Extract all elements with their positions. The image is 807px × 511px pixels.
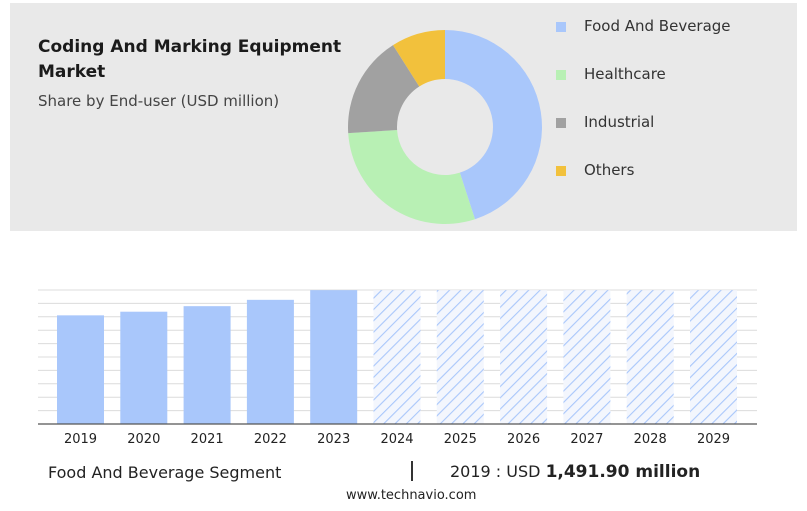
legend-label: Others: [584, 161, 635, 179]
x-tick-label: 2026: [507, 432, 540, 447]
donut-chart: [348, 30, 542, 224]
legend-swatch: [556, 70, 566, 80]
legend-swatch: [556, 118, 566, 128]
footer-value: 2019 : USD 1,491.90 million: [450, 462, 700, 482]
x-tick-label: 2028: [634, 432, 667, 447]
x-tick-label: 2022: [254, 432, 287, 447]
footer-amount: 1,491.90 million: [545, 462, 701, 482]
legend-item: Food And Beverage: [556, 17, 776, 37]
x-tick-label: 2024: [380, 432, 413, 447]
chart-title: Coding And Marking Equipment Market: [38, 37, 342, 82]
legend-label: Food And Beverage: [584, 17, 731, 35]
bar-2023: [310, 290, 358, 424]
donut-slice-food-and-beverage: [445, 30, 542, 220]
legend-label: Healthcare: [584, 65, 666, 83]
x-tick-label: 2021: [191, 432, 224, 447]
legend-item: Others: [556, 161, 776, 181]
x-tick-label: 2023: [317, 432, 350, 447]
bar-2024: [373, 290, 421, 424]
donut-slice-healthcare: [348, 130, 475, 224]
bar-2027: [563, 290, 611, 424]
x-tick-label: 2027: [570, 432, 603, 447]
footer-year-text: 2019 : USD: [450, 462, 546, 481]
bar-2021: [183, 306, 231, 424]
bar-2020: [120, 311, 168, 424]
legend-swatch: [556, 22, 566, 32]
donut-slice-others: [393, 30, 445, 87]
x-tick-label: 2025: [444, 432, 477, 447]
bar-2029: [690, 290, 737, 424]
legend-item: Industrial: [556, 113, 776, 133]
bar-2025: [436, 290, 484, 424]
legend-swatch: [556, 166, 566, 176]
bar-2026: [500, 290, 548, 424]
bar-2028: [626, 290, 674, 424]
x-tick-label: 2029: [697, 432, 730, 447]
bar-chart: 2019 2020 2021 2022 2023 2024 2025 2026 2027 2028…: [38, 289, 757, 447]
legend-label: Industrial: [584, 113, 655, 131]
donut-slice-industrial: [348, 45, 420, 134]
footer-segment-label: Food And Beverage Segment: [48, 463, 282, 482]
legend-item: Healthcare: [556, 65, 776, 85]
bar-2022: [246, 299, 294, 424]
footer-separator: [411, 461, 413, 481]
x-tick-label: 2020: [127, 432, 160, 447]
source-text: www.technavio.com: [346, 488, 477, 503]
x-tick-label: 2019: [64, 432, 97, 447]
chart-subtitle: Share by End-user (USD million): [38, 92, 280, 110]
bar-2019: [57, 315, 104, 424]
